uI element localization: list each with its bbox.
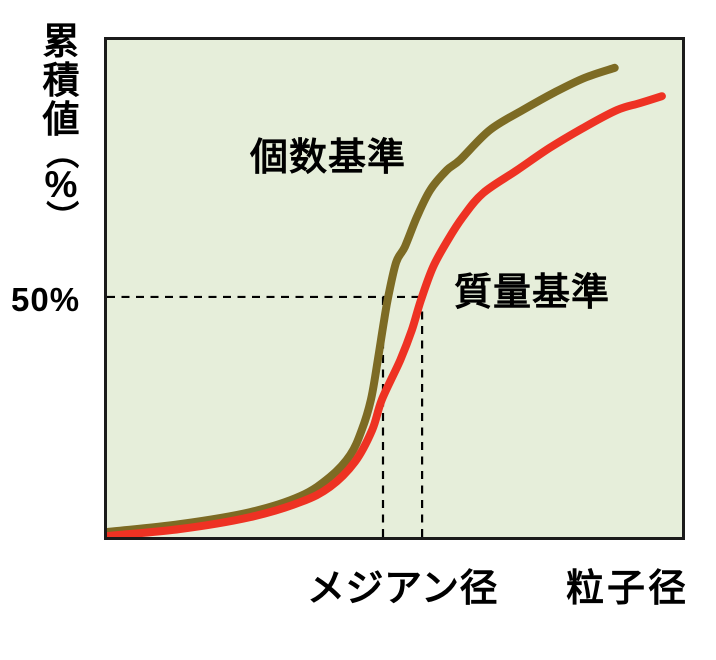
mass-basis-curve [107,92,666,537]
ylabel-char: 累 [42,21,80,62]
ylabel-char: 値 [42,99,80,140]
ylabel-char: 積 [42,60,80,101]
median-diameter-label: メジアン径 [307,568,498,610]
mass-basis-curve-label: 質量基準 [454,272,611,314]
ylabel-char: % [44,164,78,205]
x-axis-label: 粒子径 [566,568,690,610]
ylabel-paren-char: （ [42,136,80,169]
curves-svg [107,63,666,537]
y-axis-label: 累積値（%） [38,21,84,233]
number-basis-curve-label: 個数基準 [250,137,407,179]
ylabel-paren-char: ） [42,200,80,233]
number-basis-curve [107,63,619,536]
plot-area: 個数基準 質量基準 [104,37,685,540]
fifty-percent-label: 50% [11,281,81,318]
